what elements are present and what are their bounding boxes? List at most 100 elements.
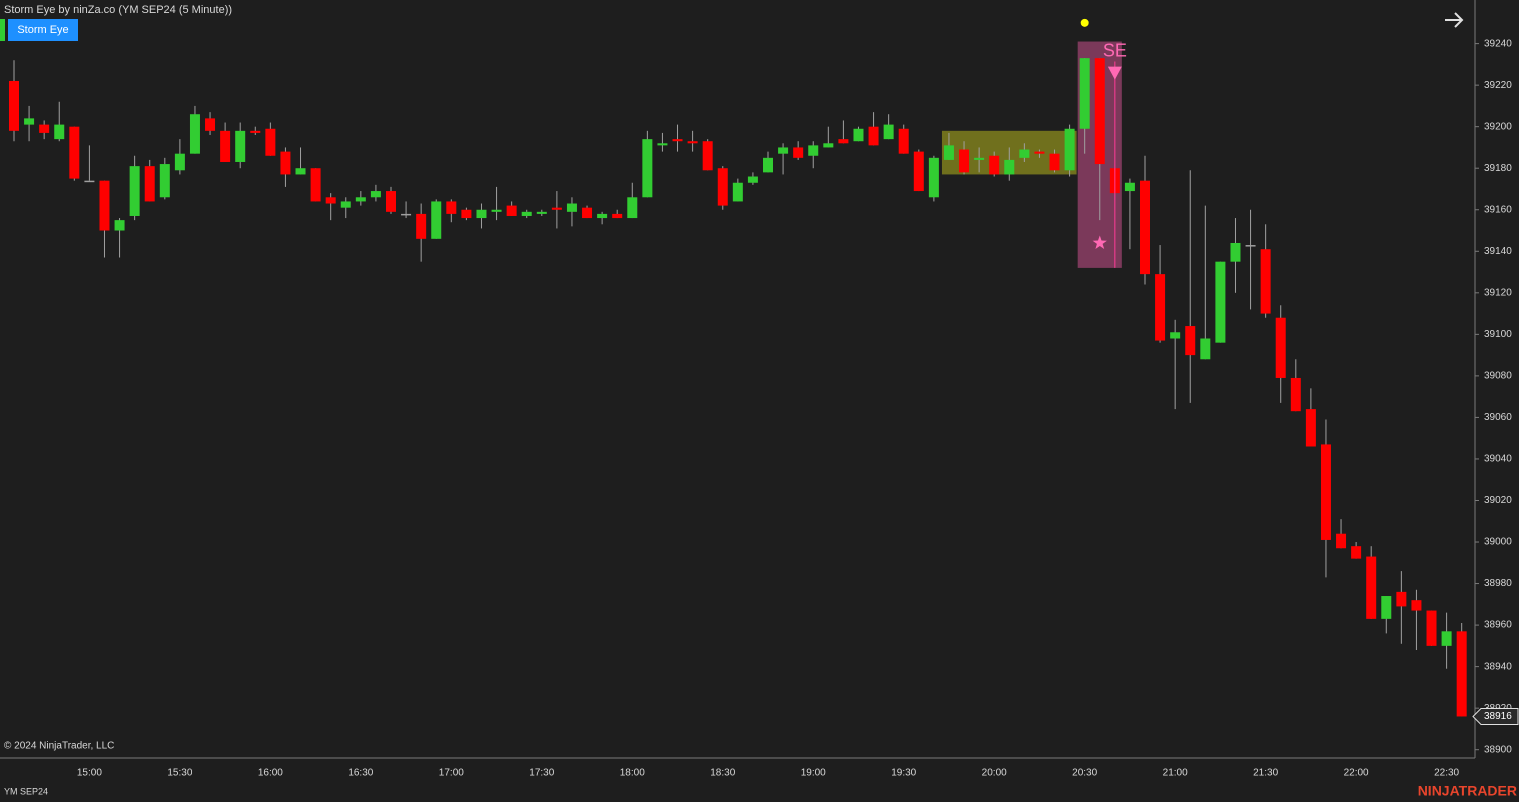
candle-body: [943, 145, 954, 160]
candle-body: [642, 139, 653, 198]
candle-body: [1441, 631, 1452, 646]
candle-body: [989, 155, 1000, 175]
candle-body: [1426, 610, 1437, 646]
brand: NINJATRADER: [1418, 783, 1517, 799]
candle-body: [144, 166, 155, 202]
x-tick-label: 17:30: [529, 768, 554, 779]
candle-body: [1200, 338, 1211, 360]
candle-body: [159, 164, 170, 198]
candle-body: [1049, 153, 1060, 171]
x-tick-label: 20:00: [982, 768, 1007, 779]
candle-body: [1396, 591, 1407, 607]
candle-body: [913, 151, 924, 192]
candle-body: [1094, 58, 1105, 165]
candle-body: [702, 141, 713, 171]
y-tick-label: 39060: [1484, 412, 1512, 423]
candle-body: [401, 213, 412, 216]
candle-body: [1019, 149, 1030, 158]
candle-body: [1290, 377, 1301, 412]
x-tick-label: 19:00: [801, 768, 826, 779]
y-tick-label: 38900: [1484, 744, 1512, 755]
candle-body: [566, 203, 577, 212]
candle-body: [114, 220, 125, 231]
candle-body: [431, 201, 442, 239]
x-tick-label: 16:30: [348, 768, 373, 779]
candle-body: [69, 126, 80, 179]
candle-body: [54, 124, 65, 140]
candle-body: [1260, 249, 1271, 314]
x-tick-label: 15:00: [77, 768, 102, 779]
candle-body: [808, 145, 819, 156]
y-tick-label: 39080: [1484, 371, 1512, 382]
y-tick-label: 38980: [1484, 578, 1512, 589]
candle-body: [370, 191, 381, 198]
x-tick-label: 17:00: [439, 768, 464, 779]
candle-body: [1381, 596, 1392, 619]
candle-body: [853, 128, 864, 142]
button-label[interactable]: Storm Eye: [17, 24, 68, 36]
x-tick-label: 22:00: [1344, 768, 1369, 779]
signal-label: SE: [1103, 40, 1127, 60]
candle-body: [883, 124, 894, 140]
candle-body: [355, 197, 366, 202]
candle-body: [1215, 261, 1226, 343]
candle-body: [747, 176, 758, 183]
candle-body: [1320, 444, 1331, 540]
y-tick-label: 39020: [1484, 495, 1512, 506]
candle-body: [687, 141, 698, 144]
candle-body: [536, 211, 547, 214]
x-tick-label: 21:30: [1253, 768, 1278, 779]
y-tick-label: 39160: [1484, 204, 1512, 215]
x-tick-label: 19:30: [891, 768, 916, 779]
button-bg[interactable]: [8, 19, 78, 41]
candle-body: [325, 197, 336, 204]
candle-body: [129, 166, 140, 216]
candle-body: [99, 180, 110, 231]
candle-body: [189, 114, 200, 154]
indicator-button[interactable]: Storm Eye: [8, 19, 78, 41]
candle-body: [672, 139, 683, 142]
candle-body: [235, 130, 246, 162]
candle-body: [1351, 546, 1362, 559]
candle-body: [1456, 631, 1467, 717]
candle-body: [39, 124, 50, 133]
candle-body: [1170, 332, 1181, 339]
candle-body: [84, 180, 95, 183]
candle-body: [959, 149, 970, 173]
candle-body: [732, 182, 743, 202]
y-tick-label: 39140: [1484, 246, 1512, 257]
y-tick-label: 39000: [1484, 537, 1512, 548]
candle-body: [627, 197, 638, 219]
candle-body: [974, 157, 985, 160]
x-tick-label: 16:00: [258, 768, 283, 779]
candle-body: [612, 213, 623, 219]
candle-body: [1305, 409, 1316, 447]
last-price-label: 38916: [1484, 711, 1512, 722]
candle-body: [280, 151, 291, 175]
candle-body: [868, 126, 879, 146]
y-tick-label: 38940: [1484, 661, 1512, 672]
x-tick-label: 20:30: [1072, 768, 1097, 779]
arrow-icon[interactable]: [1445, 12, 1464, 28]
candle-body: [416, 213, 427, 239]
y-tick-label: 39040: [1484, 454, 1512, 465]
candle-body: [1155, 274, 1166, 341]
candle-body: [340, 201, 351, 208]
candle-body: [1185, 326, 1196, 356]
copyright: © 2024 NinjaTrader, LLC: [4, 741, 114, 752]
candle-body: [1140, 180, 1150, 275]
signal-dot: [1080, 18, 1089, 27]
candle-body: [220, 130, 231, 162]
candle-body: [491, 209, 502, 212]
y-tick-label: 39240: [1484, 38, 1512, 49]
y-tick-label: 39100: [1484, 329, 1512, 340]
candle-body: [1079, 58, 1090, 129]
candle-body: [1275, 317, 1286, 378]
x-tick-label: 18:30: [710, 768, 735, 779]
signal-star: [1092, 235, 1107, 249]
candle-body: [205, 118, 216, 131]
candle-body: [295, 168, 306, 175]
